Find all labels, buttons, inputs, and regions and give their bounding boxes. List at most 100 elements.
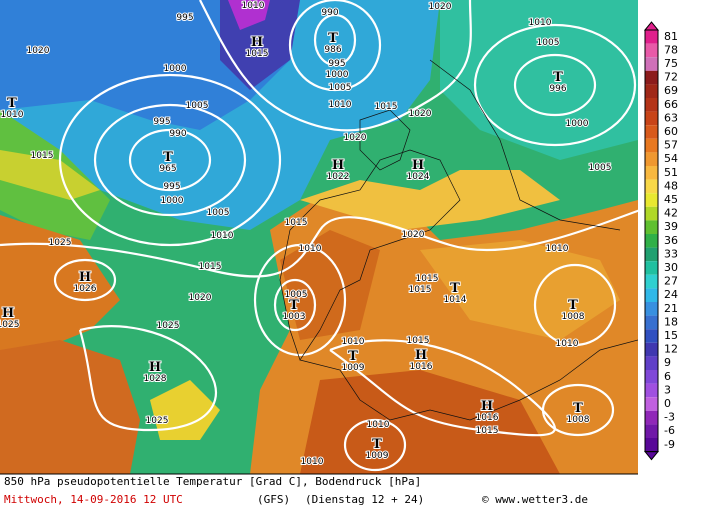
pressure-center-value: 1008	[567, 415, 590, 425]
colorbar-swatch	[645, 383, 658, 398]
pressure-center-value: 1015	[246, 49, 269, 59]
colorbar-tick-label: 45	[664, 193, 678, 206]
colorbar-swatch	[645, 438, 658, 452]
colorbar-swatch	[645, 98, 658, 112]
pressure-center-value: 1028	[144, 374, 167, 384]
isobar-label: 1015	[375, 102, 398, 112]
pressure-center-value: 1024	[407, 172, 430, 182]
colorbar-swatch	[645, 206, 658, 221]
isobar-label: 1010	[556, 339, 579, 349]
colorbar-swatch	[645, 70, 658, 85]
pressure-center-letter: H	[415, 348, 427, 363]
colorbar-tick-label: 72	[664, 71, 678, 84]
pressure-center-value: 1022	[327, 172, 350, 182]
colorbar-tick-label: 81	[664, 30, 678, 43]
isobar-label: 1020	[402, 230, 425, 240]
colorbar-tick-label: 66	[664, 98, 678, 111]
colorbar-tick-label: 30	[664, 261, 678, 274]
colorbar-swatch	[645, 370, 658, 384]
colorbar-arrow-bottom	[643, 451, 660, 461]
isobar-label: 1025	[157, 321, 180, 331]
isobar-label: 1010	[301, 457, 324, 467]
colorbar-tick-label: 39	[664, 220, 678, 233]
colorbar-swatch	[645, 84, 658, 98]
colorbar-swatch	[645, 356, 658, 370]
footer-source: © www.wetter3.de	[482, 493, 588, 506]
colorbar-tick-label: -3	[664, 411, 675, 424]
isobar-label: 1005	[285, 290, 308, 300]
isobar-label: 1015	[407, 336, 430, 346]
isobar-label: 1005	[589, 163, 612, 173]
colorbar-tick-label: 75	[664, 57, 678, 70]
colorbar-tick-label: 12	[664, 343, 678, 356]
pressure-center-letter: T	[7, 96, 17, 111]
pressure-center-letter: T	[553, 70, 563, 85]
colorbar-tick-label: -6	[664, 424, 675, 437]
colorbar-tick-label: 27	[664, 275, 678, 288]
colorbar-tick-label: 18	[664, 315, 678, 328]
isobar-label: 1015	[476, 426, 499, 436]
colorbar-tick-label: 54	[664, 152, 678, 165]
pressure-center-letter: T	[568, 298, 578, 313]
pressure-center-letter: H	[149, 360, 161, 375]
pressure-center-value: 1026	[74, 284, 97, 294]
pressure-center-letter: T	[348, 349, 358, 364]
isobar-label: 1000	[566, 119, 589, 129]
colorbar-tick-label: 48	[664, 179, 678, 192]
colorbar-swatch	[645, 166, 658, 180]
colorbar-tick-label: 69	[664, 84, 678, 97]
colorbar-swatch	[645, 193, 658, 207]
isobar-label: 1020	[344, 133, 367, 143]
pressure-center-value: 1009	[342, 363, 365, 373]
isobar-label: 1010	[329, 100, 352, 110]
isobar-label: 1015	[199, 262, 222, 272]
isobar-label: 990	[321, 8, 338, 18]
isobar-label: 1020	[27, 46, 50, 56]
colorbar-swatch	[645, 288, 658, 302]
colorbar-swatch	[645, 397, 658, 411]
isobar-label: 1015	[31, 151, 54, 161]
pressure-center-value: 1003	[283, 312, 306, 322]
colorbar-swatch	[645, 410, 658, 425]
pressure-center-value: 996	[549, 84, 566, 94]
colorbar-swatch	[645, 179, 658, 194]
colorbar-tick-label: 36	[664, 234, 678, 247]
colorbar-tick-label: 63	[664, 111, 678, 124]
pressure-center-value: 1025	[0, 320, 19, 330]
isobar-label: 1005	[537, 38, 560, 48]
isobar-label: 1010	[242, 1, 265, 11]
colorbar-tick-label: 3	[664, 383, 671, 396]
pressure-center-letter: T	[372, 437, 382, 452]
isobar-label: 995	[163, 182, 180, 192]
pressure-center-value: 986	[324, 45, 341, 55]
pressure-center-letter: T	[163, 150, 173, 165]
isobar-label: 1000	[326, 70, 349, 80]
footer-run: (Dienstag 12 + 24)	[305, 493, 424, 506]
colorbar-swatch	[645, 30, 658, 44]
colorbar-swatch	[645, 220, 658, 234]
isobar-label: 990	[169, 129, 186, 139]
colorbar-swatch	[645, 125, 658, 139]
isobar-label: 1020	[189, 293, 212, 303]
pressure-center-value: 965	[159, 164, 176, 174]
colorbar-tick-label: 51	[664, 166, 678, 179]
isobar-label: 995	[176, 13, 193, 23]
colorbar-swatch	[645, 234, 658, 248]
pressure-center-value: 1009	[366, 451, 389, 461]
colorbar-swatch	[645, 152, 658, 166]
pressure-center-letter: H	[481, 399, 493, 414]
colorbar-tick-label: 42	[664, 207, 678, 220]
isobar-label: 1015	[416, 274, 439, 284]
isobar-label: 1005	[186, 101, 209, 111]
isobar-label: 1025	[146, 416, 169, 426]
pressure-center-letter: H	[412, 158, 424, 173]
colorbar-arrow-top	[643, 21, 660, 31]
pressure-center-letter: T	[573, 401, 583, 416]
pressure-center-letter: H	[332, 158, 344, 173]
isobar-label: 1025	[49, 238, 72, 248]
isobar-label: 995	[153, 117, 170, 127]
colorbar-frame	[644, 29, 659, 453]
isobar-label: 1010	[529, 18, 552, 28]
colorbar-tick-label: 0	[664, 397, 671, 410]
